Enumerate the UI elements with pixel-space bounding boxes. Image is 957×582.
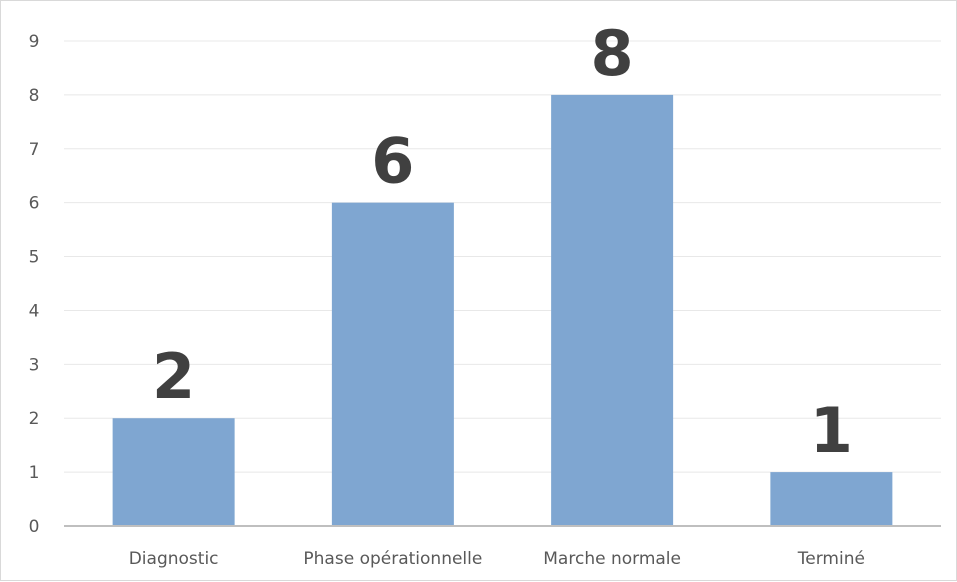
x-category-label: Terminé <box>797 549 865 569</box>
bar-2 <box>551 94 674 526</box>
x-axis-labels: Diagnostic Phase opérationnelle Marche nor… <box>129 549 865 569</box>
y-tick-label: 0 <box>29 517 40 537</box>
data-label: 8 <box>591 17 634 90</box>
y-tick-label: 3 <box>29 355 40 375</box>
y-tick-label: 4 <box>29 301 40 321</box>
data-label: 1 <box>810 394 853 467</box>
bar-1 <box>331 202 454 526</box>
x-category-label: Phase opérationnelle <box>303 549 482 569</box>
x-category-label: Diagnostic <box>129 549 219 569</box>
y-tick-label: 6 <box>29 194 40 214</box>
bars <box>112 94 893 526</box>
y-tick-label: 5 <box>29 248 40 268</box>
y-tick-label: 1 <box>29 463 40 483</box>
bar-0 <box>112 418 235 526</box>
y-axis-ticks: 0 1 2 3 4 5 6 7 8 9 <box>29 32 40 537</box>
y-tick-label: 8 <box>29 86 40 106</box>
data-labels: 2 6 8 1 <box>152 17 853 467</box>
data-label: 6 <box>371 125 414 198</box>
x-category-label: Marche normale <box>543 549 681 569</box>
y-tick-label: 2 <box>29 409 40 429</box>
bar-3 <box>770 472 893 526</box>
y-tick-label: 9 <box>29 32 40 52</box>
y-tick-label: 7 <box>29 140 40 160</box>
data-label: 2 <box>152 340 195 413</box>
